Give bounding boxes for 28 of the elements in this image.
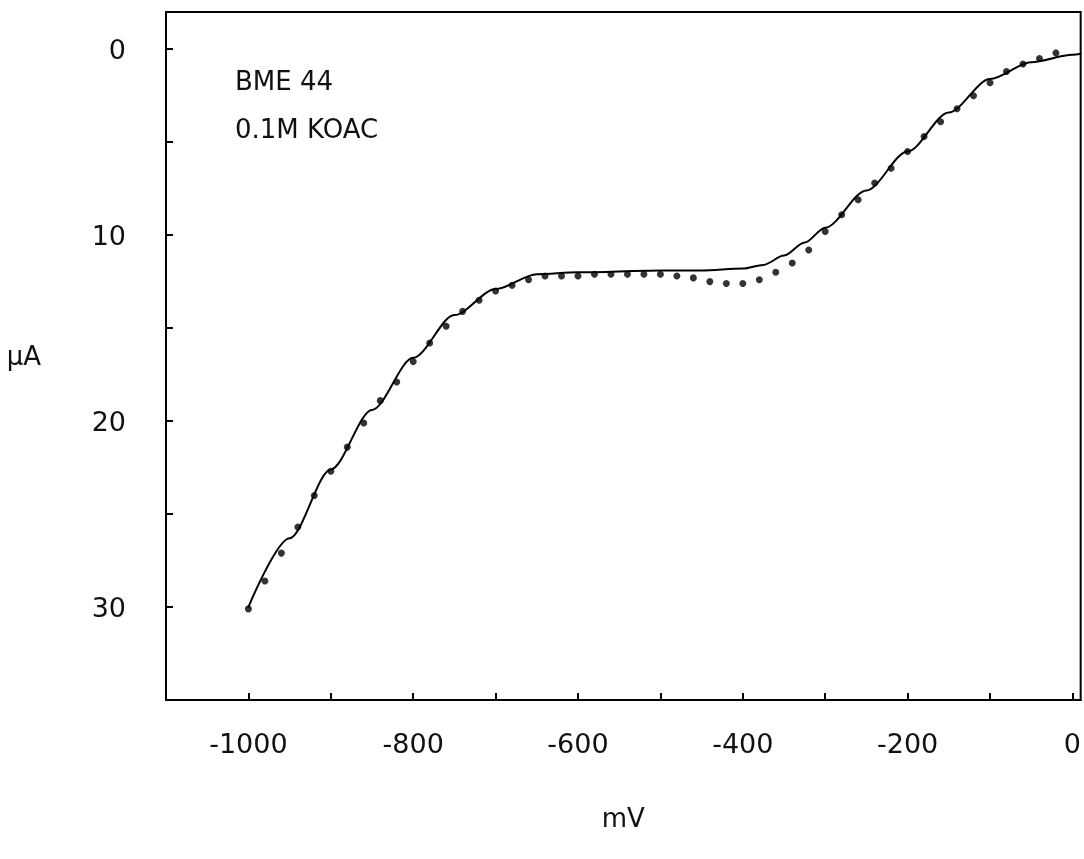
- point: [525, 276, 533, 284]
- y-tick-label: 10: [91, 219, 126, 251]
- x-tick-label: -200: [876, 728, 939, 759]
- x-tick-label: -1000: [209, 728, 288, 759]
- point: [277, 549, 285, 557]
- point: [755, 276, 763, 284]
- point: [937, 118, 945, 126]
- point: [689, 274, 697, 282]
- x-tick-label: -600: [547, 728, 609, 759]
- y-tick-label: 20: [91, 405, 126, 437]
- annotation: BME 44: [235, 66, 334, 96]
- point: [442, 322, 450, 330]
- x-axis-title: mV: [601, 803, 646, 833]
- y-tick-label: 30: [91, 591, 126, 623]
- x-tick-label: -400: [712, 728, 774, 759]
- annotation: 0.1M KOAC: [235, 114, 379, 144]
- y-tick-label: 0: [108, 33, 126, 65]
- point: [722, 279, 730, 287]
- point: [623, 270, 631, 278]
- y-axis-title: μA: [6, 341, 42, 371]
- point: [739, 279, 747, 287]
- point: [805, 246, 813, 254]
- point: [706, 278, 714, 286]
- point: [772, 268, 780, 276]
- point: [656, 270, 664, 278]
- x-tick-label: 0: [1063, 728, 1081, 759]
- point: [788, 259, 796, 267]
- x-tick-label: -800: [382, 728, 444, 759]
